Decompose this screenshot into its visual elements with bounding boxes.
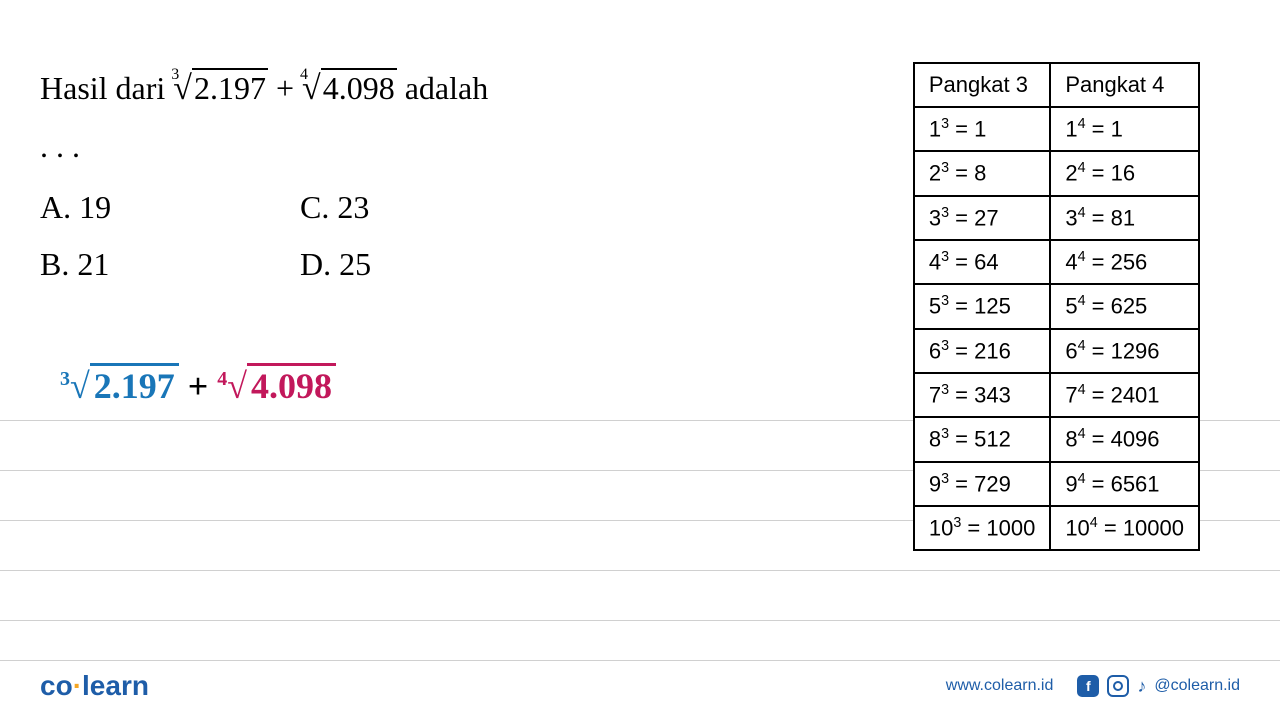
table-cell: 104 = 10000 [1050, 506, 1199, 550]
table-cell: 73 = 343 [914, 373, 1050, 417]
table-row: 73 = 34374 = 2401 [914, 373, 1199, 417]
logo: co·learn [40, 670, 149, 702]
table-cell: 23 = 8 [914, 151, 1050, 195]
question-prefix: Hasil dari [40, 70, 173, 106]
table-cell: 83 = 512 [914, 417, 1050, 461]
table-row: 83 = 51284 = 4096 [914, 417, 1199, 461]
table-cell: 53 = 125 [914, 284, 1050, 328]
question-text: Hasil dari 3√2.197 + 4√4.098 adalah [40, 70, 680, 108]
option-a[interactable]: A. 19 [40, 189, 300, 226]
ruled-line [0, 660, 1280, 661]
option-b[interactable]: B. 21 [40, 246, 300, 283]
hw-fourth-root: 4√4.098 [217, 366, 336, 406]
question-suffix: adalah [397, 70, 489, 106]
table-cell: 84 = 4096 [1050, 417, 1199, 461]
question-block: Hasil dari 3√2.197 + 4√4.098 adalah . . … [40, 70, 680, 283]
logo-learn: learn [82, 670, 149, 701]
hw-plus: + [188, 366, 209, 406]
logo-co: co [40, 670, 73, 701]
footer: co·learn www.colearn.id f ♪ @colearn.id [40, 670, 1240, 702]
footer-right: www.colearn.id f ♪ @colearn.id [946, 675, 1240, 697]
table-cell: 54 = 625 [1050, 284, 1199, 328]
table-row: 93 = 72994 = 6561 [914, 462, 1199, 506]
hw-cube-root: 3√2.197 [60, 366, 179, 406]
table-cell: 44 = 256 [1050, 240, 1199, 284]
table-row: 43 = 6444 = 256 [914, 240, 1199, 284]
table-cell: 94 = 6561 [1050, 462, 1199, 506]
plus-sign: + [268, 70, 302, 106]
table-cell: 24 = 16 [1050, 151, 1199, 195]
ellipsis: . . . [40, 128, 680, 165]
table-row: 103 = 1000104 = 10000 [914, 506, 1199, 550]
table-cell: 14 = 1 [1050, 107, 1199, 151]
table-cell: 13 = 1 [914, 107, 1050, 151]
table-cell: 34 = 81 [1050, 196, 1199, 240]
handwritten-work: 3√2.197 + 4√4.098 [60, 365, 336, 407]
table-row: 23 = 824 = 16 [914, 151, 1199, 195]
root-index-3: 3 [171, 66, 179, 84]
radicand-1: 2.197 [192, 68, 268, 106]
social-icons: f ♪ @colearn.id [1077, 675, 1240, 697]
table-cell: 74 = 2401 [1050, 373, 1199, 417]
option-d[interactable]: D. 25 [300, 246, 560, 283]
table-cell: 93 = 729 [914, 462, 1050, 506]
table-row: 33 = 2734 = 81 [914, 196, 1199, 240]
table-cell: 64 = 1296 [1050, 329, 1199, 373]
radicand-2: 4.098 [321, 68, 397, 106]
instagram-icon[interactable] [1107, 675, 1129, 697]
table-cell: 63 = 216 [914, 329, 1050, 373]
table-header-fourth: Pangkat 4 [1050, 63, 1199, 107]
ruled-line [0, 570, 1280, 571]
tiktok-icon[interactable]: ♪ [1137, 676, 1146, 697]
table-row: 53 = 12554 = 625 [914, 284, 1199, 328]
table-row: 63 = 21664 = 1296 [914, 329, 1199, 373]
social-handle[interactable]: @colearn.id [1154, 677, 1240, 695]
table-cell: 43 = 64 [914, 240, 1050, 284]
option-c[interactable]: C. 23 [300, 189, 560, 226]
power-table: Pangkat 3 Pangkat 4 13 = 114 = 123 = 824… [913, 62, 1200, 551]
table-cell: 33 = 27 [914, 196, 1050, 240]
fourth-root-expr: 4√4.098 [302, 70, 397, 108]
logo-dot: · [73, 670, 82, 701]
table-cell: 103 = 1000 [914, 506, 1050, 550]
cube-root-expr: 3√2.197 [173, 70, 268, 108]
table-header-cube: Pangkat 3 [914, 63, 1050, 107]
facebook-icon[interactable]: f [1077, 675, 1099, 697]
footer-url[interactable]: www.colearn.id [946, 677, 1054, 695]
ruled-line [0, 620, 1280, 621]
root-index-4: 4 [300, 66, 308, 84]
answer-options: A. 19 C. 23 B. 21 D. 25 [40, 189, 680, 283]
table-row: 13 = 114 = 1 [914, 107, 1199, 151]
